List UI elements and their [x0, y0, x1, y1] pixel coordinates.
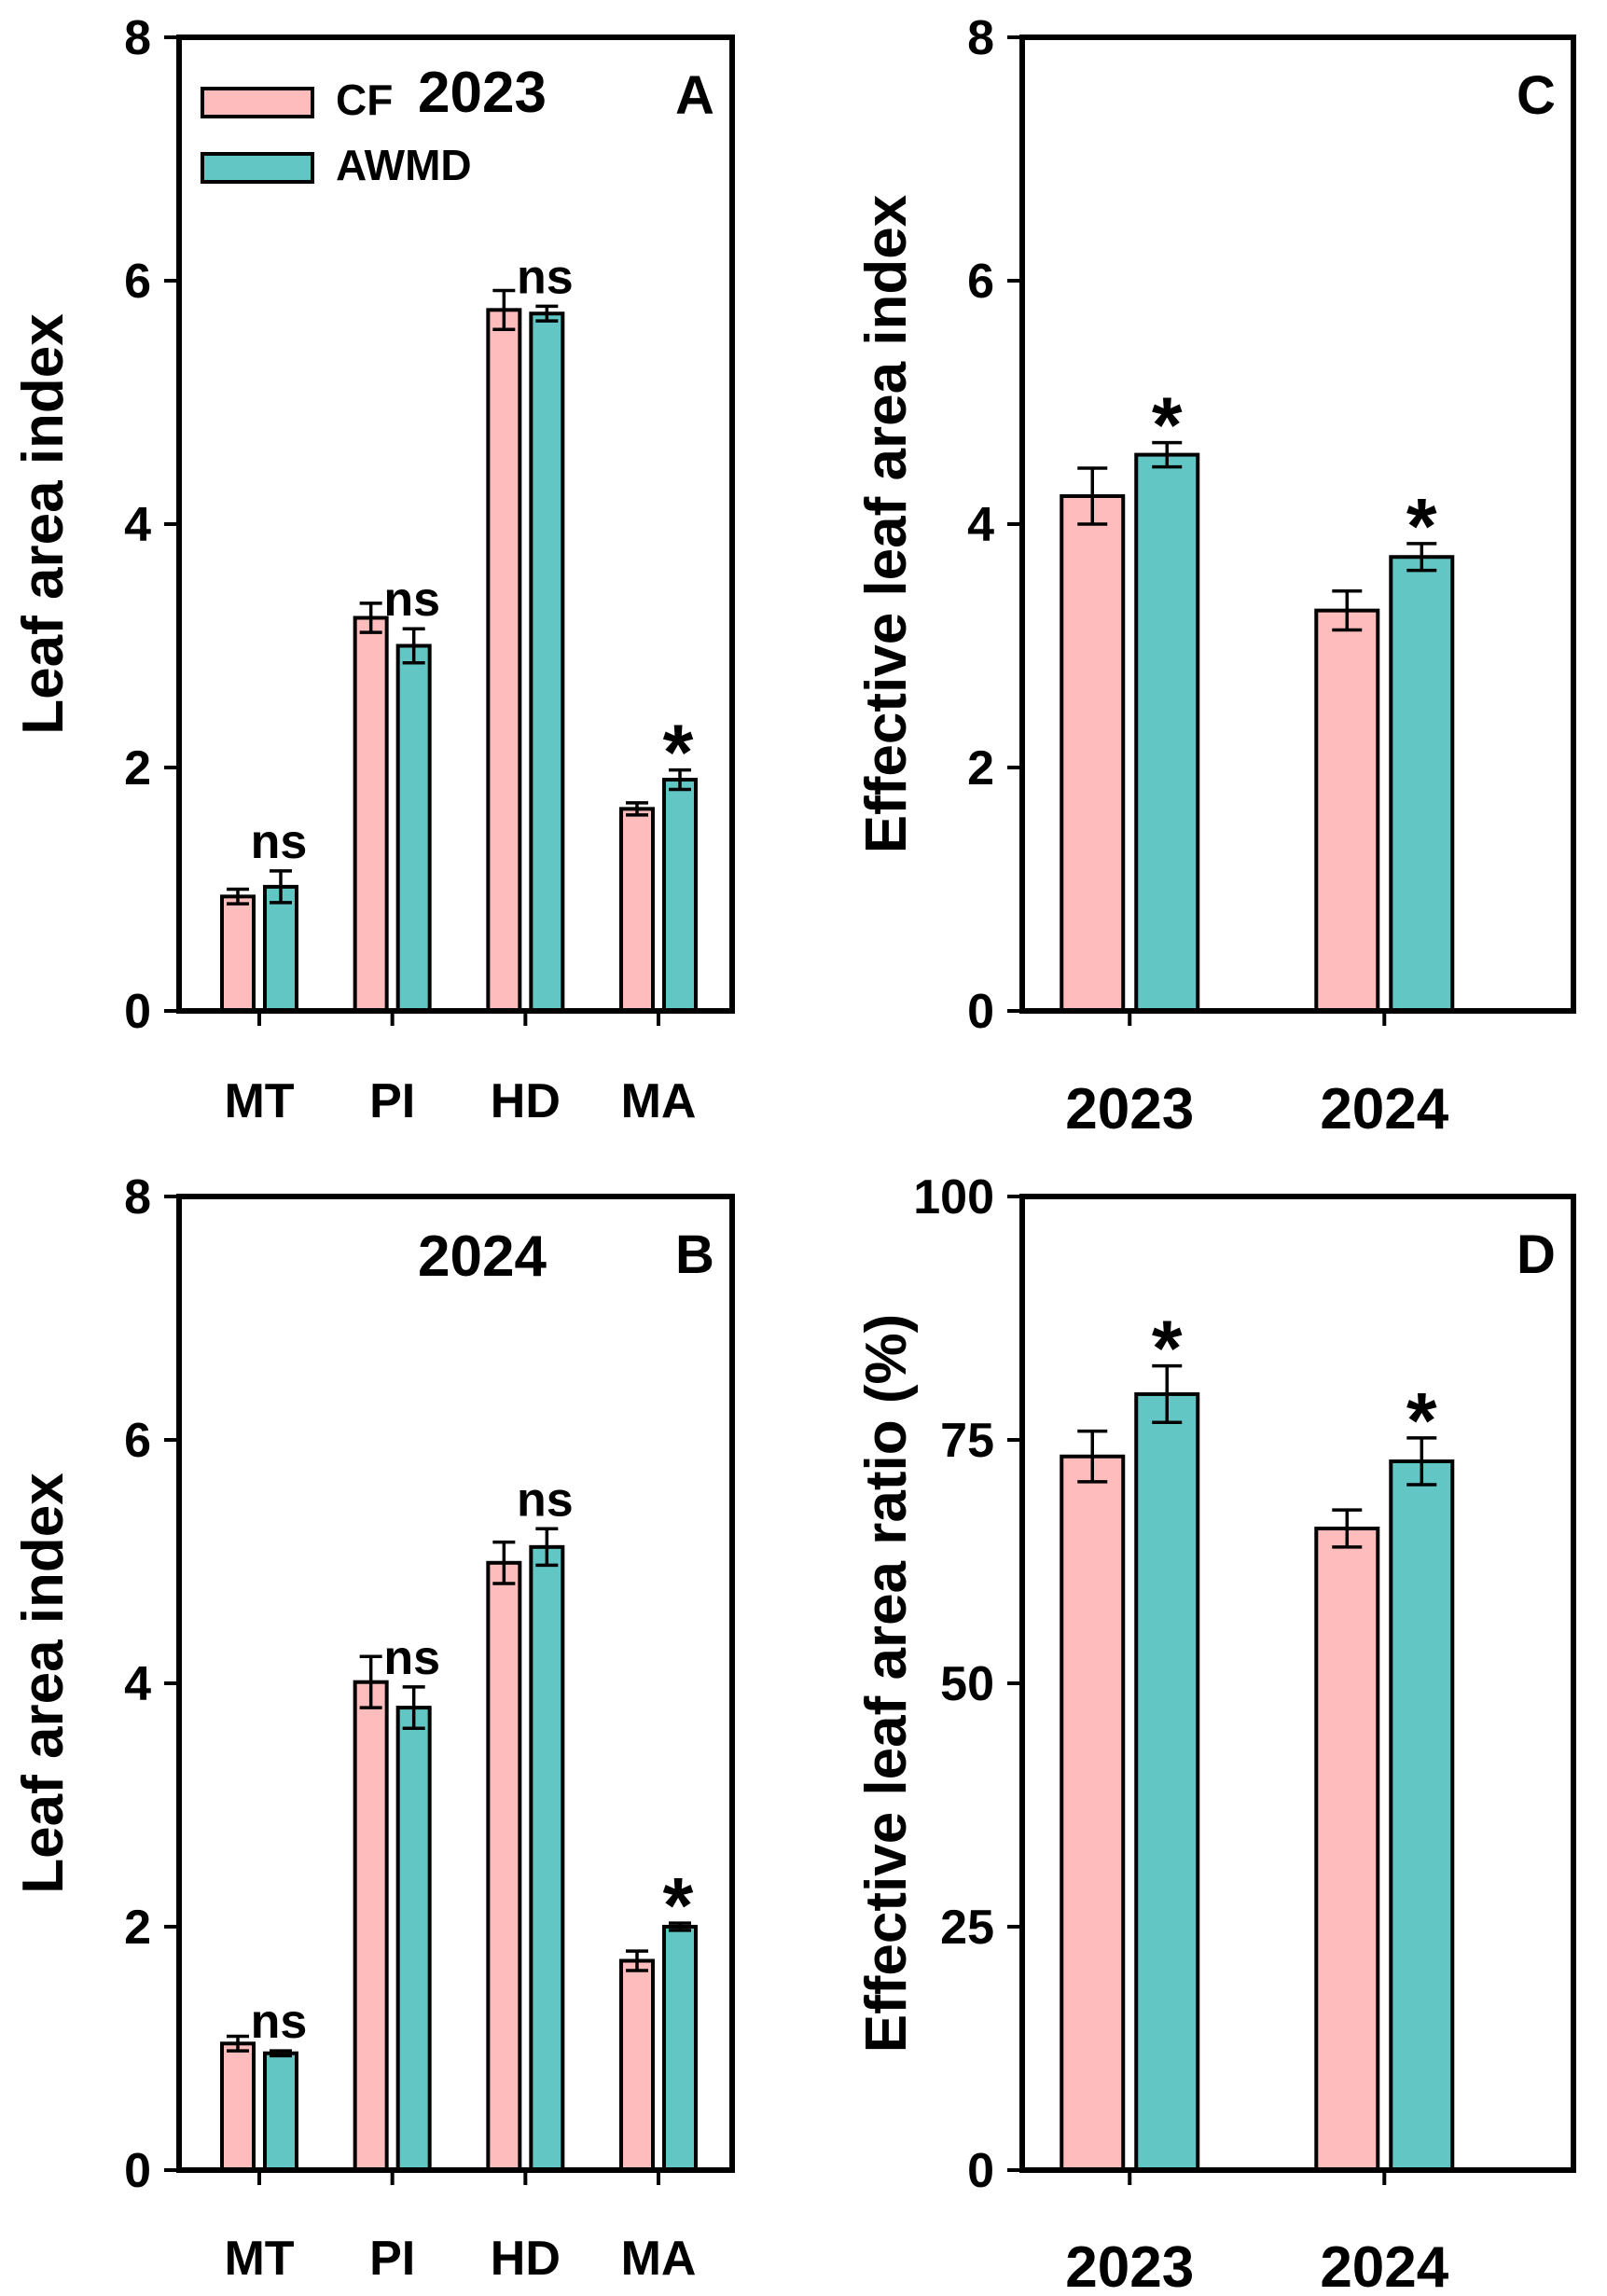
- y-tick-label: 6: [124, 255, 151, 309]
- panel-b: 0 2 4 6 8 Leaf area index ns MT ns PI ns HD * MA B 2024: [11, 1170, 735, 2286]
- bar-cf-pi: [353, 1680, 389, 2172]
- bar-cf-2023: [1060, 1454, 1126, 2173]
- bar-cf-2024: [1314, 1527, 1380, 2172]
- significance-label: ns: [383, 1631, 440, 1685]
- legend-label-awmd: AWMD: [336, 141, 472, 189]
- legend-label-cf: CF: [336, 76, 393, 124]
- significance-label: ns: [383, 573, 440, 627]
- bar-awmd-hd: [529, 1544, 565, 2172]
- y-tick-label: 100: [913, 1170, 994, 1224]
- bar-cf-ma: [619, 807, 656, 1013]
- bar-cf-mt: [219, 2041, 256, 2173]
- x-category-label: MT: [224, 2232, 294, 2286]
- significance-label: *: [1406, 1376, 1437, 1464]
- y-tick-label: 0: [967, 985, 994, 1039]
- y-tick-label: 6: [124, 1414, 151, 1468]
- bar-cf-mt: [219, 894, 256, 1014]
- y-tick-label: 8: [124, 11, 151, 65]
- x-category-label: MA: [621, 2232, 697, 2286]
- bar-awmd-pi: [395, 643, 432, 1013]
- bar-awmd-hd: [529, 311, 565, 1013]
- y-tick-label: 2: [124, 1901, 151, 1955]
- y-tick-label: 8: [124, 1170, 151, 1224]
- plot-frame: [176, 35, 735, 1014]
- y-tick-label: 75: [940, 1414, 994, 1468]
- y-tick-label: 0: [124, 985, 151, 1039]
- year-label: 2024: [418, 1224, 547, 1289]
- panel-a: 0 2 4 6 8 Leaf area index ns MT ns PI ns HD * MA A 2023…: [11, 11, 735, 1128]
- legend-swatch-awmd: [201, 152, 314, 184]
- significance-label: ns: [517, 1473, 574, 1527]
- bar-cf-2024: [1314, 608, 1380, 1014]
- x-category-label: 2023: [1065, 2235, 1194, 2296]
- bar-awmd-2023: [1134, 1391, 1200, 2172]
- plot-frame: [1019, 1194, 1576, 2173]
- bar-awmd-pi: [395, 1706, 432, 2172]
- panel-letter: A: [675, 65, 714, 126]
- plot-frame: [176, 1194, 735, 2173]
- plot-frame: [1019, 35, 1576, 1014]
- bar-awmd-ma: [662, 1925, 699, 2172]
- y-tick-label: 50: [940, 1657, 994, 1711]
- x-category-label: 2024: [1320, 1077, 1448, 1141]
- significance-label: *: [1152, 381, 1183, 469]
- x-category-label: PI: [369, 1074, 415, 1128]
- significance-label: *: [1406, 482, 1437, 570]
- y-tick-label: 6: [967, 255, 994, 309]
- significance-label: *: [1152, 1305, 1183, 1392]
- significance-label: *: [663, 1861, 694, 1949]
- y-tick-label: 0: [967, 2144, 994, 2198]
- y-tick-label: 25: [940, 1901, 994, 1955]
- x-category-label: HD: [491, 2232, 561, 2286]
- x-category-label: PI: [369, 2232, 415, 2286]
- y-tick-label: 4: [967, 498, 994, 552]
- panel-d: 0 25 50 75 100 Effective leaf area ratio (%) *…: [854, 1170, 1576, 2296]
- significance-label: *: [663, 709, 694, 796]
- y-tick-label: 4: [124, 1657, 151, 1711]
- y-tick-label: 4: [124, 498, 151, 552]
- legend-swatch-cf: [201, 87, 314, 118]
- panel-c: 0 2 4 6 8 Effective leaf area index * 2023 * 2024…: [854, 11, 1576, 1141]
- x-category-label: MA: [621, 1074, 697, 1128]
- y-axis-title: Effective leaf area index: [854, 194, 919, 853]
- bar-cf-pi: [353, 615, 389, 1013]
- y-tick-label: 2: [967, 741, 994, 795]
- bar-awmd-mt: [262, 2051, 298, 2172]
- bar-cf-hd: [486, 1560, 522, 2173]
- bar-awmd-2024: [1389, 1459, 1455, 2172]
- y-axis-title: Leaf area index: [11, 1473, 76, 1894]
- bar-cf-ma: [619, 1958, 656, 2173]
- year-label: 2023: [418, 61, 547, 125]
- legend: CF AWMD: [201, 76, 472, 189]
- y-axis-title: Leaf area index: [11, 313, 76, 735]
- panel-letter: B: [675, 1224, 714, 1285]
- bar-cf-hd: [486, 308, 522, 1013]
- bar-cf-2023: [1060, 493, 1126, 1013]
- y-tick-label: 0: [124, 2144, 151, 2198]
- significance-label: ns: [251, 1995, 308, 2049]
- y-axis-title: Effective leaf area ratio (%): [854, 1314, 919, 2054]
- x-category-label: MT: [224, 1074, 294, 1128]
- bar-awmd-mt: [262, 884, 298, 1014]
- x-category-label: 2023: [1065, 1077, 1194, 1141]
- bar-awmd-2023: [1134, 452, 1200, 1013]
- bar-awmd-2024: [1389, 555, 1455, 1013]
- panel-letter: C: [1517, 65, 1556, 126]
- y-tick-label: 2: [124, 741, 151, 795]
- panel-letter: D: [1517, 1224, 1556, 1285]
- x-category-label: 2024: [1320, 2235, 1448, 2296]
- bar-awmd-ma: [662, 778, 699, 1013]
- y-tick-label: 8: [967, 11, 994, 65]
- x-category-label: HD: [491, 1074, 561, 1128]
- significance-label: ns: [251, 815, 308, 869]
- significance-label: ns: [517, 250, 574, 304]
